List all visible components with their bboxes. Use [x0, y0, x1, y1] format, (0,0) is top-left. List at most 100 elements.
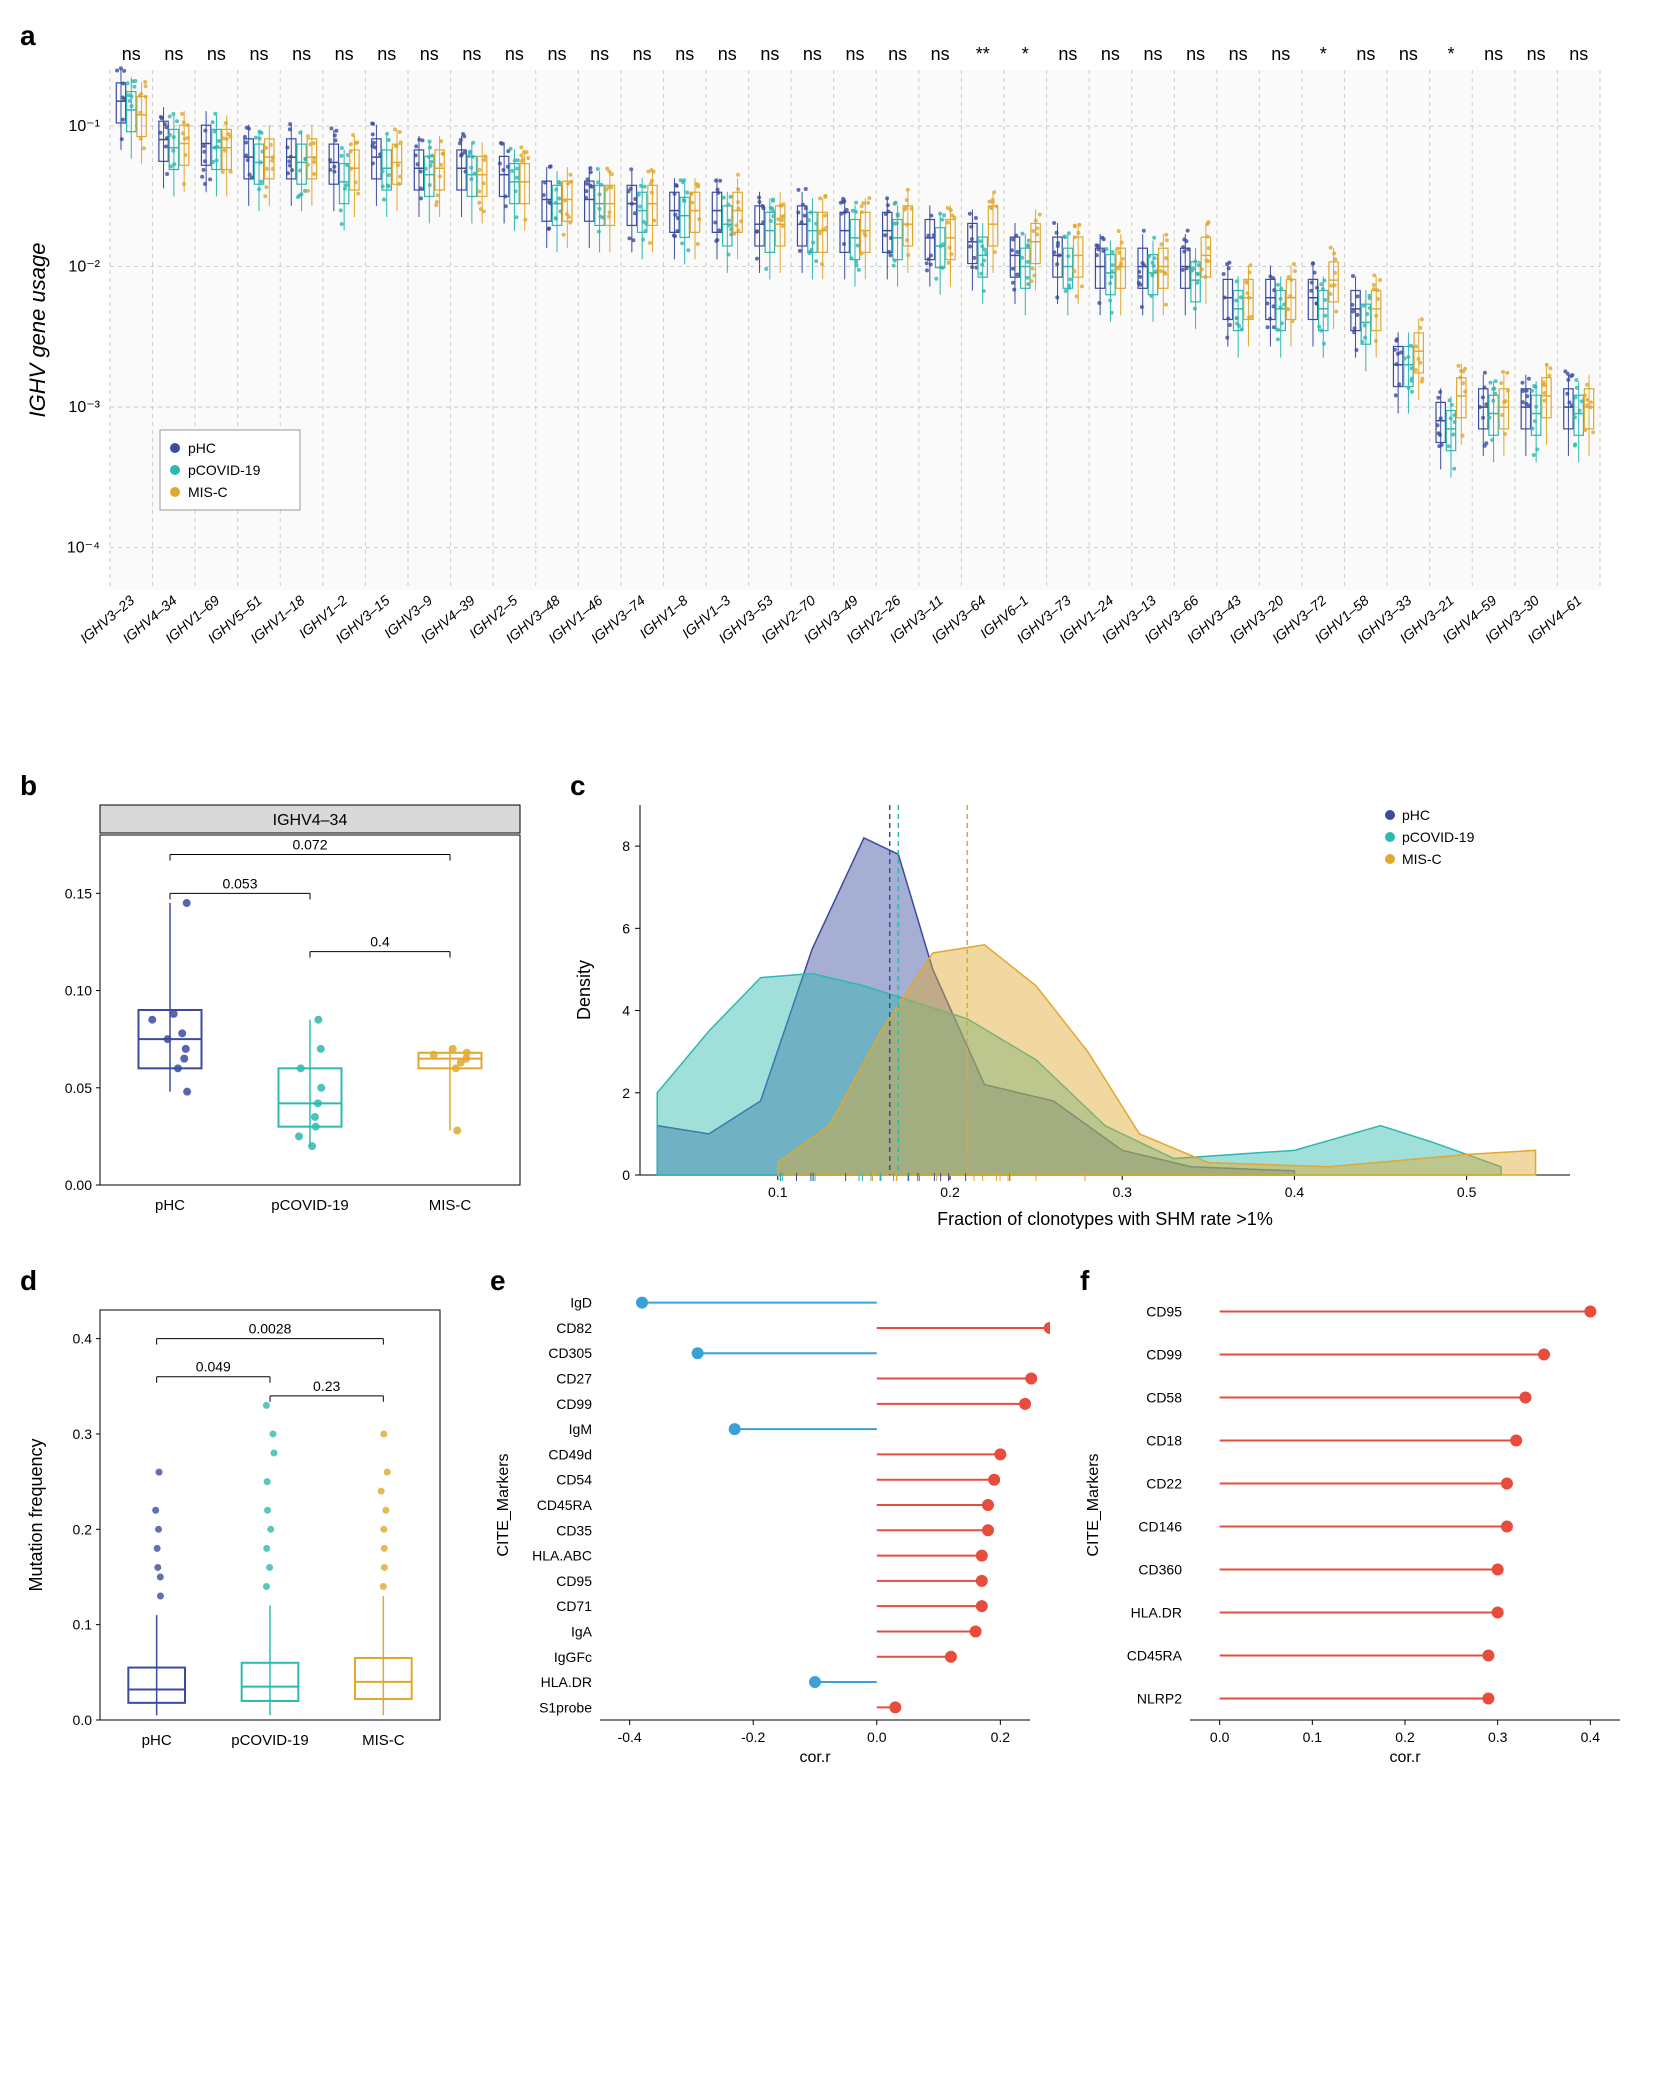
- svg-text:2: 2: [622, 1085, 630, 1101]
- svg-text:0.0028: 0.0028: [249, 1321, 292, 1337]
- svg-text:0.10: 0.10: [65, 983, 92, 999]
- svg-text:0.3: 0.3: [73, 1426, 93, 1442]
- svg-text:CD360: CD360: [1138, 1562, 1182, 1578]
- svg-text:ns: ns: [1229, 44, 1248, 64]
- svg-text:ns: ns: [760, 44, 779, 64]
- svg-text:0.1: 0.1: [768, 1184, 788, 1200]
- panel-a-label: a: [20, 20, 36, 52]
- svg-text:0.2: 0.2: [73, 1521, 93, 1537]
- svg-text:HLA.DR: HLA.DR: [541, 1674, 592, 1690]
- svg-text:CD99: CD99: [556, 1396, 592, 1412]
- svg-text:CD35: CD35: [556, 1522, 592, 1538]
- panel-a: a 10⁻⁴10⁻³10⁻²10⁻¹nsIGHV3–23nsIGHV4–34ns…: [20, 20, 1671, 745]
- svg-text:ns: ns: [1058, 44, 1077, 64]
- svg-text:ns: ns: [505, 44, 524, 64]
- svg-text:IgA: IgA: [571, 1623, 593, 1639]
- svg-text:CD18: CD18: [1146, 1433, 1182, 1449]
- panel-d-svg: 0.00.10.20.30.4pHCpCOVID-19MIS-C0.0490.2…: [20, 1270, 460, 1770]
- svg-text:0.1: 0.1: [1303, 1729, 1323, 1745]
- svg-text:pHC: pHC: [142, 1732, 172, 1749]
- svg-text:CD82: CD82: [556, 1320, 592, 1336]
- svg-text:10⁻²: 10⁻²: [68, 259, 100, 276]
- svg-text:ns: ns: [292, 44, 311, 64]
- row-def: d 0.00.10.20.30.4pHCpCOVID-19MIS-C0.0490…: [20, 1270, 1671, 1775]
- svg-text:0.2: 0.2: [1395, 1729, 1415, 1745]
- svg-text:ns: ns: [931, 44, 950, 64]
- svg-text:ns: ns: [420, 44, 439, 64]
- svg-text:ns: ns: [377, 44, 396, 64]
- panel-c-label: c: [570, 770, 586, 802]
- svg-text:0.15: 0.15: [65, 885, 92, 901]
- svg-text:pCOVID-19: pCOVID-19: [231, 1732, 309, 1749]
- svg-text:Fraction of clonotypes with SH: Fraction of clonotypes with SHM rate >1%: [937, 1209, 1273, 1229]
- panel-a-svg: 10⁻⁴10⁻³10⁻²10⁻¹nsIGHV3–23nsIGHV4–34nsIG…: [20, 20, 1620, 740]
- svg-text:CD99: CD99: [1146, 1347, 1182, 1363]
- svg-text:0.049: 0.049: [196, 1359, 231, 1375]
- svg-text:IGHV4–34: IGHV4–34: [273, 812, 348, 829]
- svg-text:ns: ns: [1527, 44, 1546, 64]
- svg-text:8: 8: [622, 838, 630, 854]
- svg-text:CD45RA: CD45RA: [1127, 1648, 1183, 1664]
- panel-d: d 0.00.10.20.30.4pHCpCOVID-19MIS-C0.0490…: [20, 1270, 460, 1775]
- panel-b-label: b: [20, 770, 37, 802]
- svg-text:pCOVID-19: pCOVID-19: [271, 1197, 349, 1214]
- svg-text:**: **: [976, 44, 990, 64]
- svg-text:CD146: CD146: [1138, 1519, 1182, 1535]
- panel-e: e -0.4-0.20.00.2IgDCD82CD305CD27CD99IgMC…: [490, 1270, 1050, 1775]
- panel-f: f 0.00.10.20.30.4CD95CD99CD58CD18CD22CD1…: [1080, 1270, 1640, 1775]
- svg-text:ns: ns: [122, 44, 141, 64]
- svg-text:IgGFc: IgGFc: [554, 1649, 592, 1665]
- svg-text:NLRP2: NLRP2: [1137, 1691, 1182, 1707]
- svg-text:IgD: IgD: [570, 1295, 592, 1311]
- row-bc: b IGHV4–340.000.050.100.15pHCpCOVID-19MI…: [20, 775, 1671, 1240]
- panel-f-svg: 0.00.10.20.30.4CD95CD99CD58CD18CD22CD146…: [1080, 1270, 1640, 1770]
- svg-text:0.00: 0.00: [65, 1177, 92, 1193]
- svg-text:pCOVID-19: pCOVID-19: [188, 462, 261, 478]
- svg-text:S1probe: S1probe: [539, 1699, 592, 1715]
- svg-text:0.072: 0.072: [292, 836, 327, 852]
- svg-text:0.0: 0.0: [1210, 1729, 1230, 1745]
- svg-text:4: 4: [622, 1003, 630, 1019]
- svg-text:IgM: IgM: [569, 1421, 592, 1437]
- svg-text:ns: ns: [462, 44, 481, 64]
- svg-text:CD45RA: CD45RA: [537, 1497, 593, 1513]
- panel-f-label: f: [1080, 1265, 1089, 1297]
- svg-text:MIS-C: MIS-C: [429, 1197, 472, 1214]
- svg-text:0.1: 0.1: [73, 1617, 93, 1633]
- svg-text:ns: ns: [1399, 44, 1418, 64]
- svg-text:CITE_Markers: CITE_Markers: [1085, 1453, 1102, 1556]
- svg-text:ns: ns: [845, 44, 864, 64]
- svg-text:HLA.ABC: HLA.ABC: [532, 1548, 592, 1564]
- svg-text:MIS-C: MIS-C: [1402, 851, 1442, 867]
- svg-text:*: *: [1022, 44, 1029, 64]
- svg-text:ns: ns: [249, 44, 268, 64]
- svg-text:ns: ns: [1143, 44, 1162, 64]
- svg-text:10⁻³: 10⁻³: [68, 399, 100, 416]
- svg-text:0.05: 0.05: [65, 1080, 92, 1096]
- svg-text:-0.4: -0.4: [618, 1729, 642, 1745]
- svg-text:cor.r: cor.r: [799, 1749, 831, 1766]
- svg-text:0.3: 0.3: [1488, 1729, 1508, 1745]
- svg-text:ns: ns: [1569, 44, 1588, 64]
- svg-text:0.0: 0.0: [867, 1729, 887, 1745]
- svg-text:0: 0: [622, 1167, 630, 1183]
- svg-text:ns: ns: [1101, 44, 1120, 64]
- svg-text:6: 6: [622, 920, 630, 936]
- svg-text:0.4: 0.4: [370, 934, 390, 950]
- svg-text:ns: ns: [590, 44, 609, 64]
- svg-text:ns: ns: [335, 44, 354, 64]
- svg-text:*: *: [1320, 44, 1327, 64]
- svg-text:-0.2: -0.2: [741, 1729, 765, 1745]
- svg-text:ns: ns: [675, 44, 694, 64]
- svg-text:CD54: CD54: [556, 1472, 592, 1488]
- panel-d-label: d: [20, 1265, 37, 1297]
- svg-text:ns: ns: [803, 44, 822, 64]
- svg-text:CD49d: CD49d: [548, 1446, 592, 1462]
- svg-text:CD95: CD95: [1146, 1304, 1182, 1320]
- svg-text:Mutation frequency: Mutation frequency: [26, 1438, 46, 1591]
- svg-text:0.5: 0.5: [1457, 1184, 1477, 1200]
- svg-text:ns: ns: [547, 44, 566, 64]
- svg-text:CD71: CD71: [556, 1598, 592, 1614]
- svg-text:0.4: 0.4: [1285, 1184, 1305, 1200]
- svg-text:0.0: 0.0: [73, 1712, 93, 1728]
